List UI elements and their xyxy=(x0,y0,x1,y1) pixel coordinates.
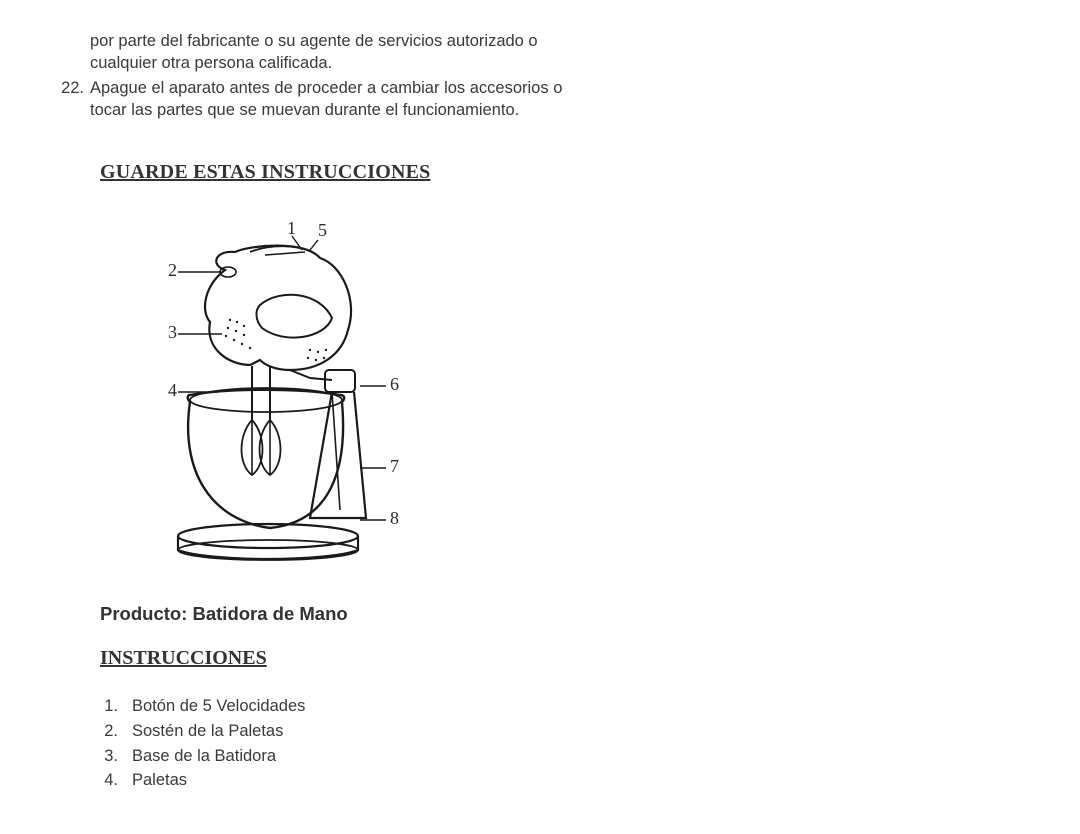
part-label: Botón de 5 Velocidades xyxy=(132,694,305,719)
svg-text:2: 2 xyxy=(168,260,177,280)
item-number: 22. xyxy=(60,77,90,122)
part-label: Base de la Batidora xyxy=(132,744,276,769)
svg-text:6: 6 xyxy=(390,374,399,394)
manual-page: por parte del fabricante o su agente de … xyxy=(60,30,580,793)
list-item: 1. Botón de 5 Velocidades xyxy=(100,694,580,719)
product-name: Producto: Batidora de Mano xyxy=(100,603,580,625)
mixer-diagram: 1 5 2 3 4 6 7 8 xyxy=(110,210,580,575)
continuation-paragraph: por parte del fabricante o su agente de … xyxy=(90,30,580,75)
part-number: 2. xyxy=(100,719,122,744)
svg-text:8: 8 xyxy=(390,508,399,528)
svg-text:5: 5 xyxy=(318,220,327,240)
instruction-item-22: 22. Apague el aparato antes de proceder … xyxy=(60,77,580,122)
part-number: 1. xyxy=(100,694,122,719)
parts-list: 1. Botón de 5 Velocidades 2. Sostén de l… xyxy=(100,694,580,793)
part-number: 4. xyxy=(100,768,122,793)
item-text: Apague el aparato antes de proceder a ca… xyxy=(90,77,580,122)
svg-text:7: 7 xyxy=(390,456,399,476)
list-item: 4. Paletas xyxy=(100,768,580,793)
svg-text:1: 1 xyxy=(287,218,296,238)
svg-text:4: 4 xyxy=(168,380,177,400)
instructions-heading: INSTRUCCIONES xyxy=(100,647,580,670)
part-label: Paletas xyxy=(132,768,187,793)
part-label: Sostén de la Paletas xyxy=(132,719,283,744)
part-number: 3. xyxy=(100,744,122,769)
list-item: 3. Base de la Batidora xyxy=(100,744,580,769)
svg-text:3: 3 xyxy=(168,322,177,342)
mixer-svg: 1 5 2 3 4 6 7 8 xyxy=(110,210,430,570)
list-item: 2. Sostén de la Paletas xyxy=(100,719,580,744)
save-instructions-heading: GUARDE ESTAS INSTRUCCIONES xyxy=(100,161,580,184)
